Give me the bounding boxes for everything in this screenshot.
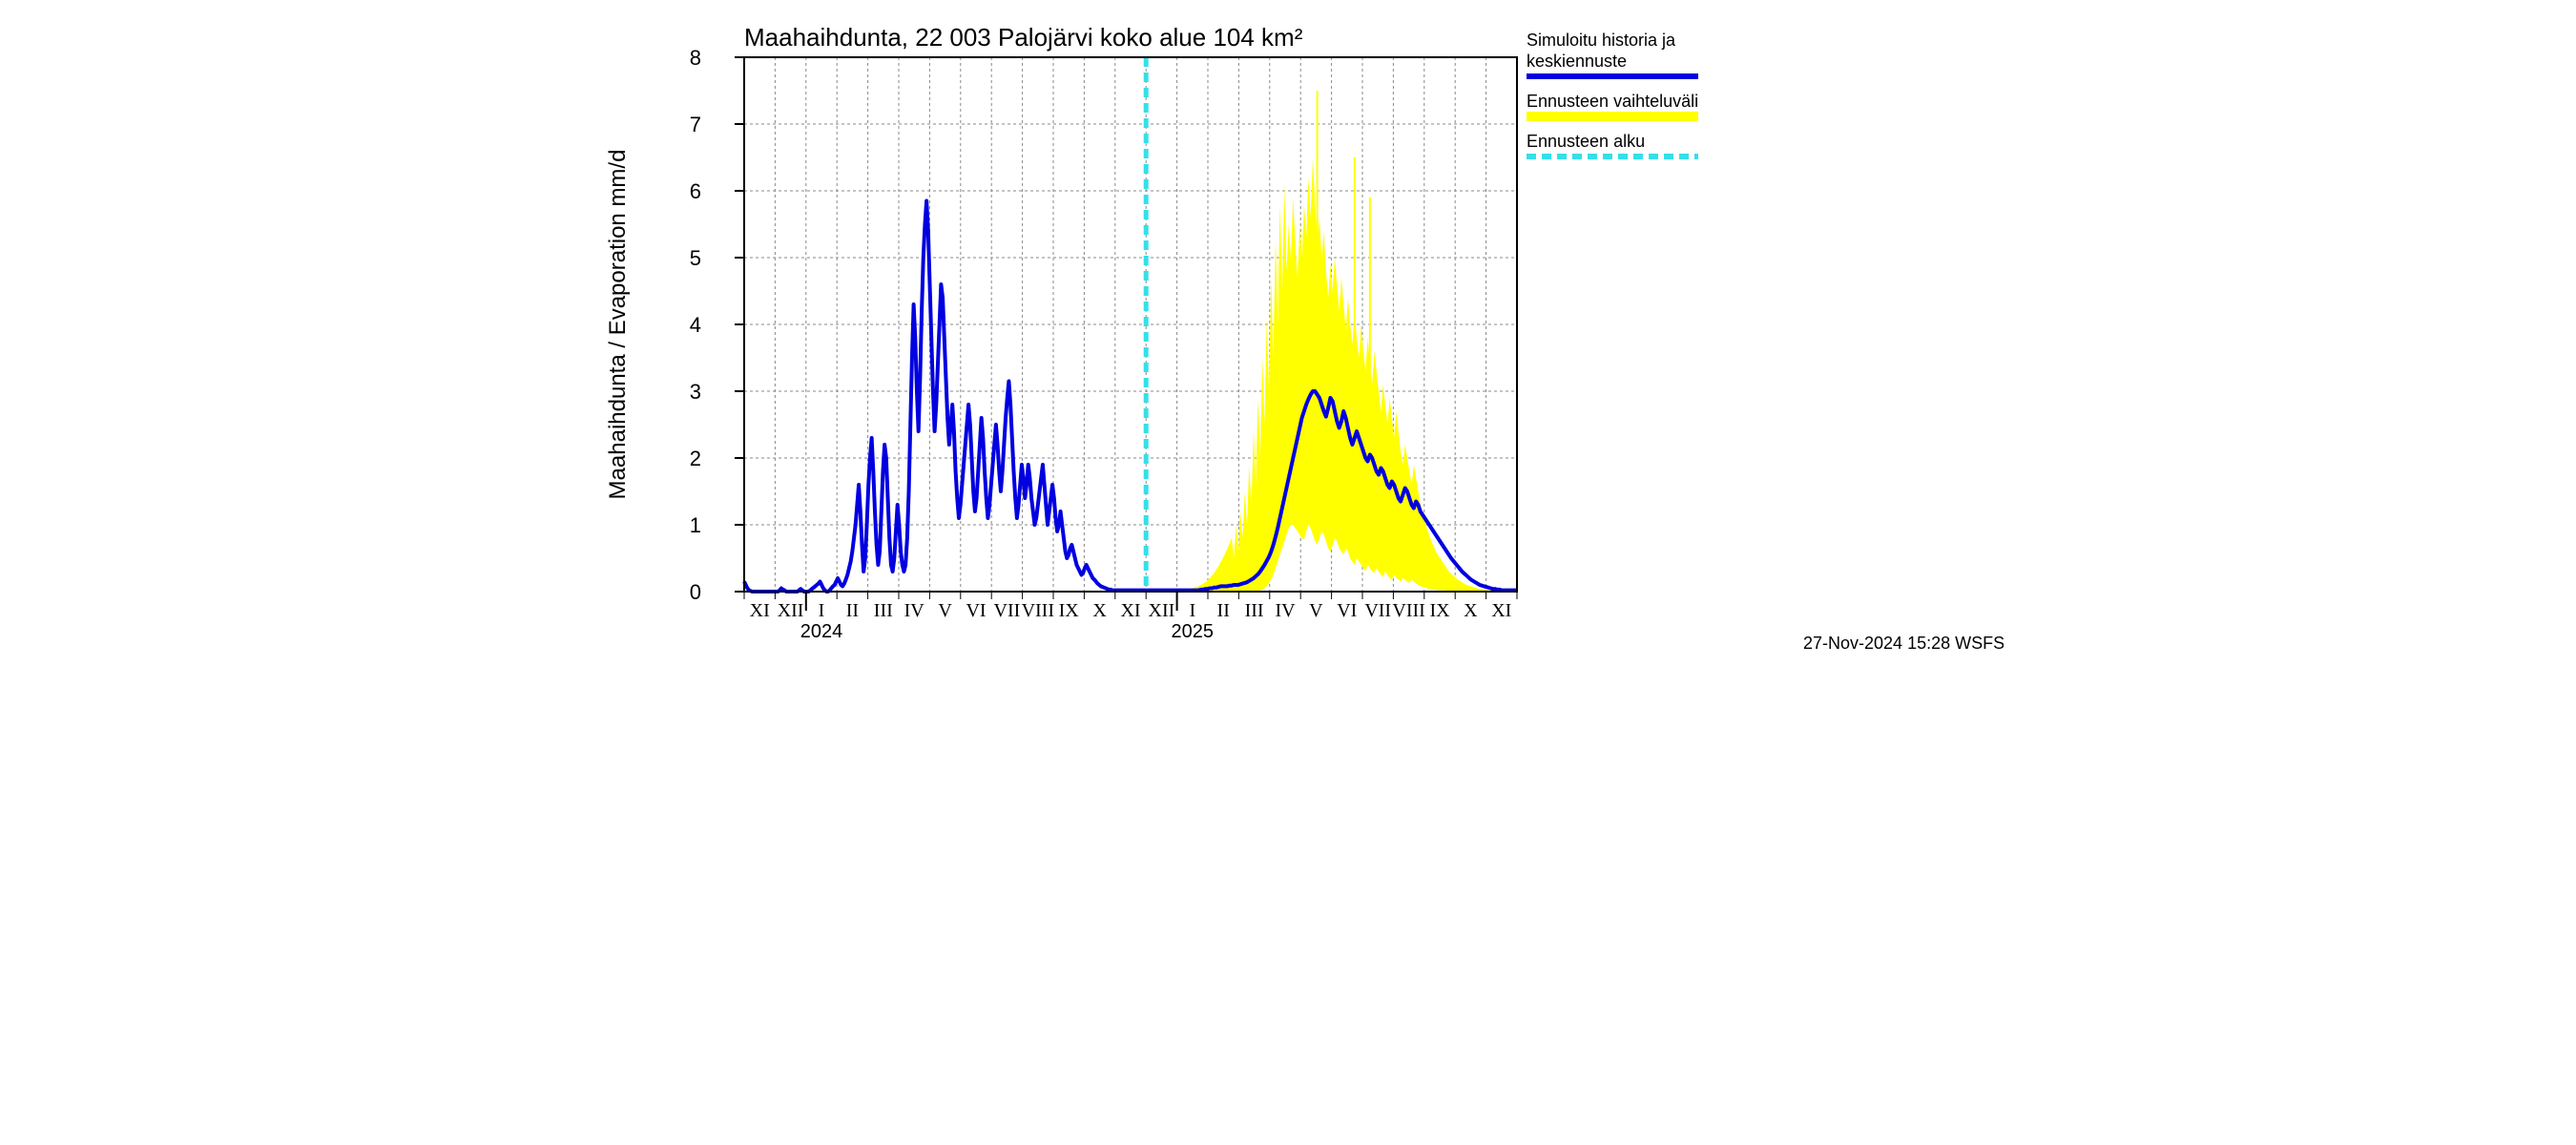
month-label: I — [1189, 600, 1195, 621]
month-label: II — [1217, 600, 1230, 621]
ytick-label: 5 — [690, 246, 701, 270]
month-label: XI — [750, 600, 770, 621]
month-label: IX — [1059, 600, 1080, 621]
month-label: VI — [966, 600, 986, 621]
month-label: VI — [1337, 600, 1357, 621]
y-axis-label: Maahaihdunta / Evaporation mm/d — [605, 150, 631, 500]
month-label: XI — [1491, 600, 1511, 621]
legend-label: Simuloitu historia ja — [1527, 31, 1676, 50]
ytick-label: 0 — [690, 580, 701, 604]
legend-swatch-band — [1527, 112, 1698, 121]
month-label: VIII — [1392, 600, 1424, 621]
month-label: V — [938, 600, 952, 621]
year-label: 2024 — [800, 621, 843, 642]
month-label: VIII — [1022, 600, 1054, 621]
month-label: III — [1245, 600, 1264, 621]
month-label: IV — [904, 600, 925, 621]
ytick-label: 8 — [690, 46, 701, 70]
ytick-label: 4 — [690, 313, 701, 337]
legend-label: Ennusteen vaihteluväli — [1527, 92, 1698, 111]
month-label: XII — [1149, 600, 1175, 621]
legend-label: Ennusteen alku — [1527, 132, 1645, 151]
month-label: II — [846, 600, 859, 621]
month-label: XI — [1120, 600, 1140, 621]
ytick-label: 6 — [690, 179, 701, 203]
month-label: III — [874, 600, 893, 621]
year-label: 2025 — [1172, 621, 1215, 642]
ytick-label: 2 — [690, 447, 701, 470]
legend-label: keskiennuste — [1527, 52, 1627, 71]
ytick-label: 3 — [690, 380, 701, 404]
chart-svg: 012345678XIXIIIIIIIIIVVVIVIIVIIIIXXXIXII… — [572, 0, 2004, 668]
chart-container: 012345678XIXIIIIIIIIIVVVIVIIVIIIIXXXIXII… — [572, 0, 2004, 668]
month-label: VII — [994, 600, 1021, 621]
month-label: V — [1309, 600, 1323, 621]
month-label: VII — [1364, 600, 1391, 621]
chart-title: Maahaihdunta, 22 003 Palojärvi koko alue… — [744, 23, 1303, 52]
ytick-label: 7 — [690, 113, 701, 136]
month-label: XII — [778, 600, 804, 621]
footer-text: 27-Nov-2024 15:28 WSFS-O — [1803, 634, 2004, 653]
month-label: IV — [1275, 600, 1296, 621]
month-label: I — [819, 600, 825, 621]
month-label: X — [1092, 600, 1107, 621]
ytick-label: 1 — [690, 513, 701, 537]
month-label: X — [1464, 600, 1478, 621]
month-label: IX — [1429, 600, 1450, 621]
